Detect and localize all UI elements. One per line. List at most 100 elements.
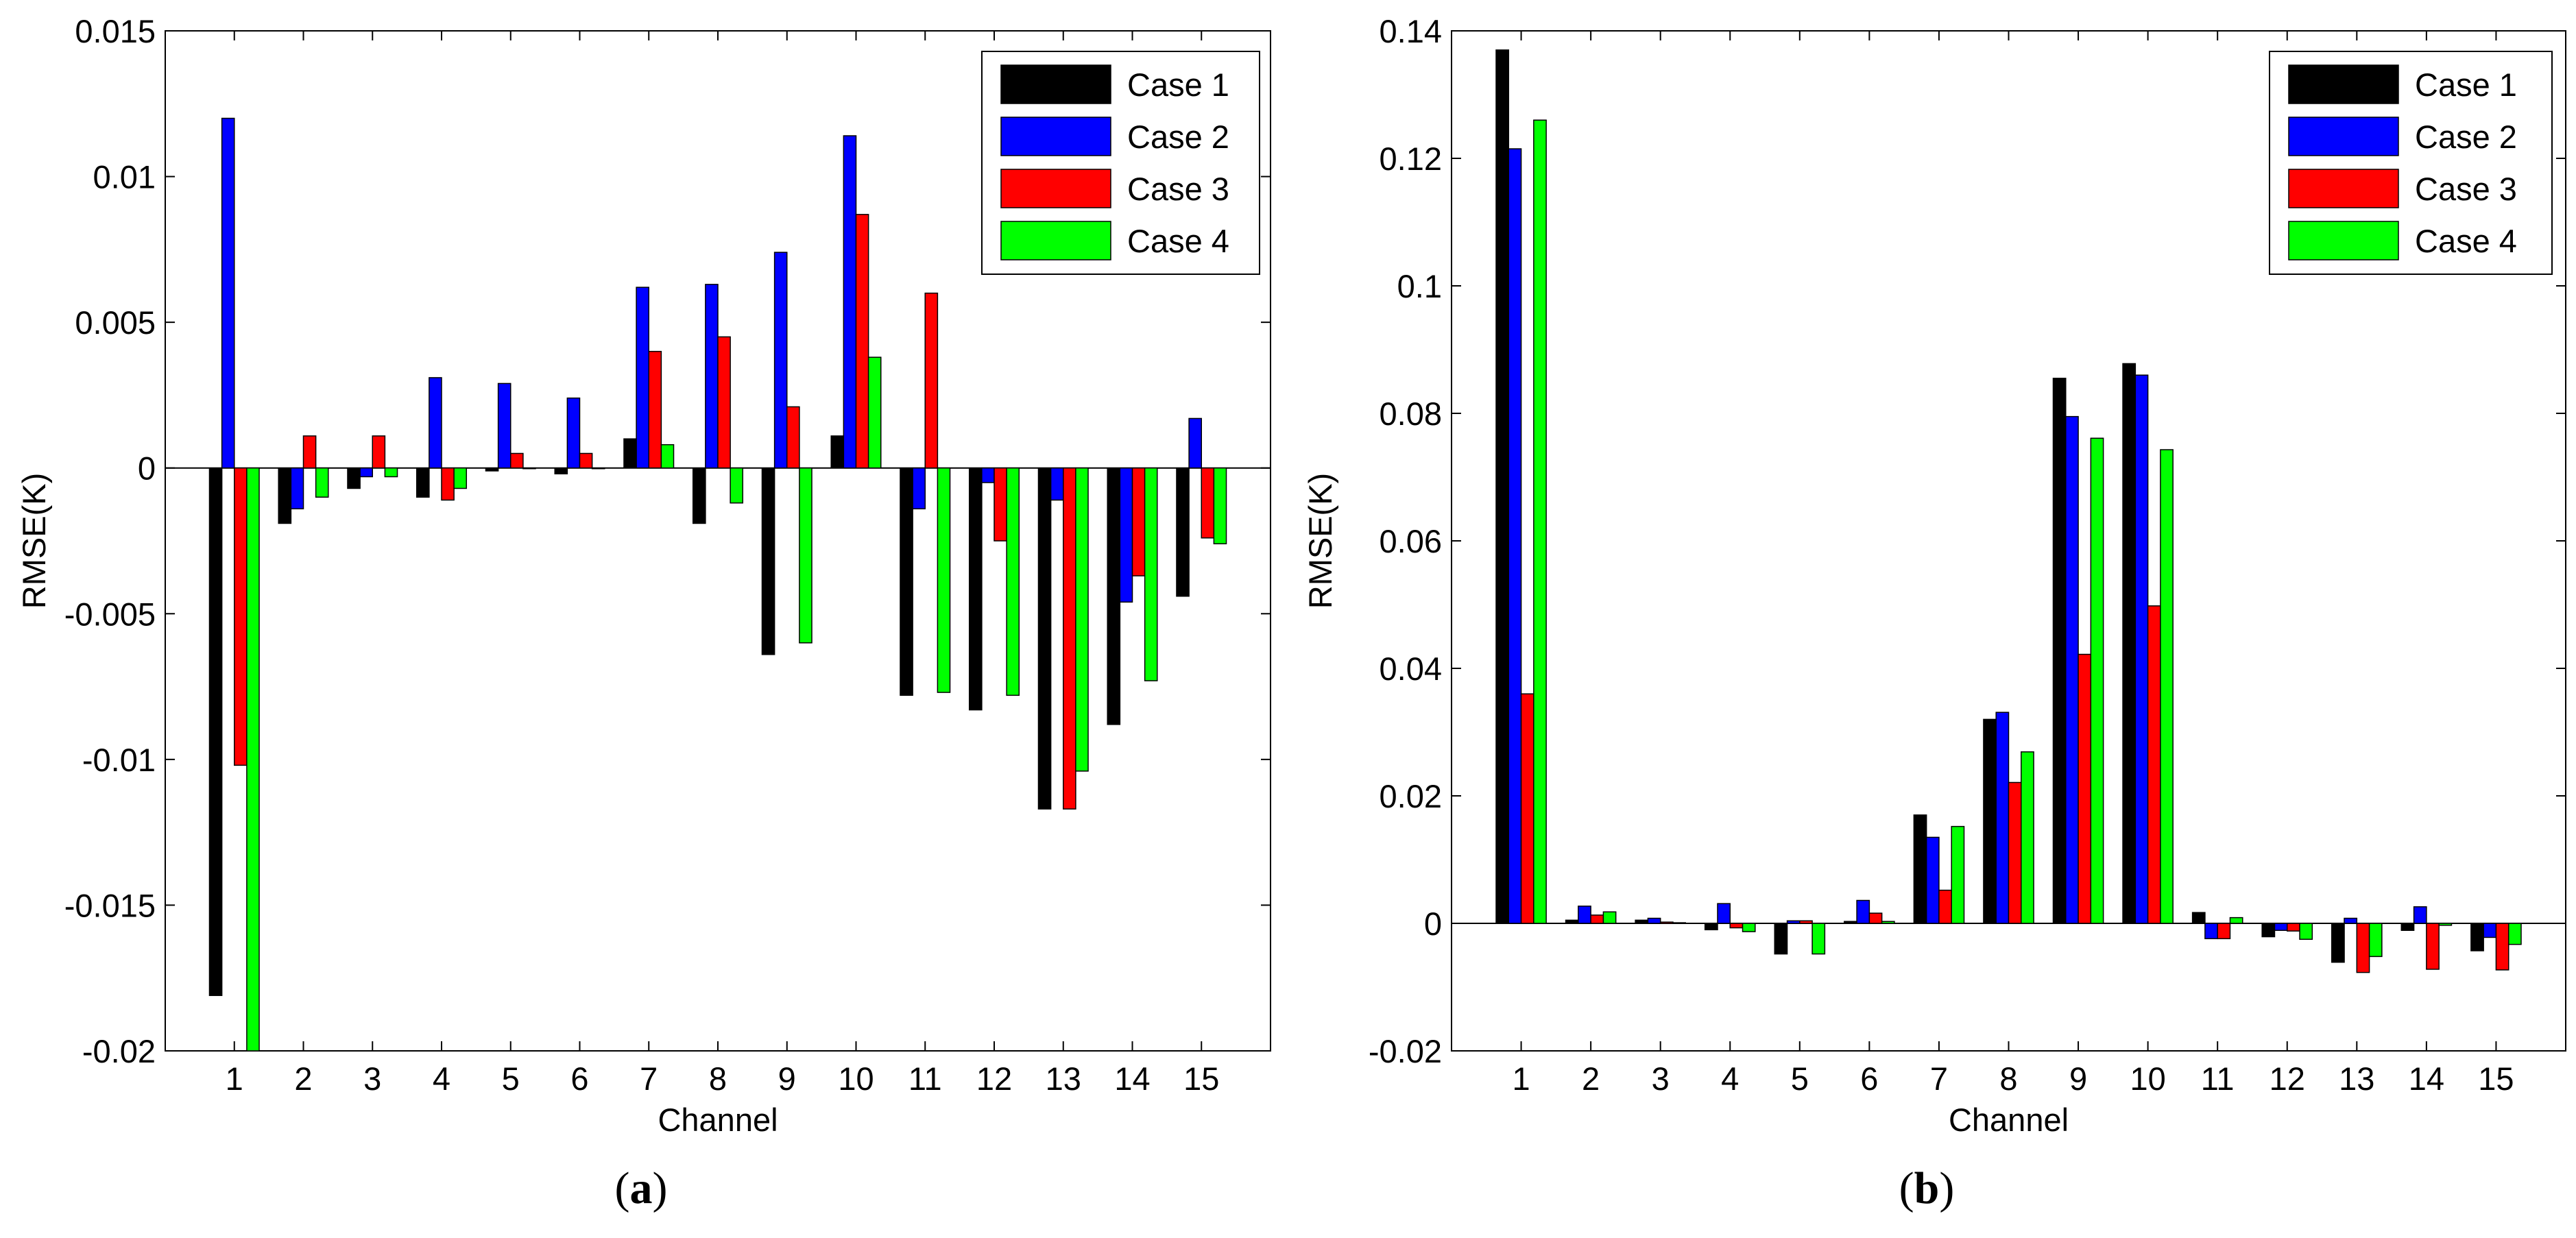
bar — [485, 467, 499, 472]
bar — [1508, 148, 1522, 924]
bar — [2299, 923, 2313, 940]
x-tick-label: 4 — [1721, 1060, 1739, 1097]
bar — [1729, 923, 1744, 929]
bar — [246, 467, 260, 1052]
x-tick-label: 9 — [2069, 1060, 2087, 1097]
bar — [2191, 912, 2206, 924]
y-tick-label: 0.015 — [75, 13, 156, 49]
y-tick-label: 0 — [1424, 906, 1442, 942]
bar — [2368, 923, 2383, 958]
bar — [2470, 923, 2484, 951]
bar — [2008, 781, 2022, 924]
x-tick-label: 12 — [976, 1060, 1012, 1097]
y-tick-label: -0.02 — [82, 1033, 156, 1069]
bar — [1063, 467, 1076, 810]
bar — [497, 383, 511, 469]
bar — [278, 467, 292, 524]
bar — [234, 467, 248, 766]
y-tick-label: 0.005 — [75, 304, 156, 341]
bar — [2021, 751, 2034, 924]
series-case-2 — [221, 117, 1202, 603]
bar — [522, 467, 536, 470]
bar — [2147, 605, 2161, 924]
bar — [1213, 467, 1227, 545]
bar — [1590, 914, 1604, 924]
bar — [799, 467, 812, 644]
bar — [1844, 921, 1857, 924]
bar — [1119, 467, 1133, 603]
x-tick-label: 10 — [838, 1060, 874, 1097]
bar — [705, 284, 719, 469]
bar — [1704, 923, 1718, 931]
x-tick-label: 4 — [433, 1060, 450, 1097]
legend-swatch — [2288, 221, 2399, 260]
bar — [1717, 903, 1731, 924]
legend-label: Case 3 — [2415, 171, 2517, 207]
bar — [1131, 467, 1146, 576]
legend-label: Case 2 — [1127, 119, 1229, 155]
bar — [2483, 923, 2497, 938]
bar — [1520, 693, 1534, 924]
x-tick-label: 7 — [1930, 1060, 1948, 1097]
series-case-3 — [234, 214, 1215, 810]
bar — [1050, 467, 1064, 501]
x-tick-label: 12 — [2270, 1060, 2305, 1097]
bar — [302, 435, 317, 469]
legend-swatch — [2288, 64, 2399, 104]
x-tick-label: 11 — [2201, 1060, 2235, 1097]
legend-label: Case 4 — [1127, 223, 1229, 259]
bar — [786, 406, 800, 469]
bar — [2160, 449, 2174, 924]
panel-caption: (a) — [615, 1163, 668, 1213]
bar — [372, 435, 386, 469]
legend-label: Case 1 — [1127, 66, 1229, 103]
bar — [1925, 836, 1940, 924]
bar — [2065, 415, 2079, 924]
legend-swatch — [1000, 221, 1111, 260]
bar — [843, 135, 857, 469]
bar — [1635, 919, 1649, 924]
bar — [1107, 467, 1121, 725]
bar — [1533, 119, 1547, 924]
bar — [1983, 718, 1997, 924]
bar — [2287, 923, 2300, 932]
bar — [2495, 923, 2509, 971]
y-tick-label: -0.02 — [1369, 1033, 1442, 1069]
bar — [1938, 889, 1952, 924]
bar — [2400, 923, 2415, 931]
y-axis-label: RMSE(K) — [16, 473, 52, 609]
x-tick-label: 10 — [2130, 1060, 2165, 1097]
bar — [1495, 49, 1510, 924]
bar — [2229, 917, 2243, 924]
bar — [221, 117, 235, 469]
x-tick-label: 2 — [294, 1060, 312, 1097]
y-tick-label: 0.06 — [1380, 523, 1442, 559]
x-tick-label: 8 — [1999, 1060, 2017, 1097]
x-tick-label: 15 — [2478, 1060, 2514, 1097]
bar — [208, 467, 223, 996]
y-tick-label: 0.1 — [1397, 268, 1442, 304]
bar — [994, 467, 1007, 542]
legend: Case 1 Case 2 Case 3 Case 4 — [981, 51, 1260, 275]
bar — [773, 252, 788, 469]
bar — [1774, 923, 1788, 955]
x-tick-label: 8 — [709, 1060, 727, 1097]
x-tick-label: 13 — [2339, 1060, 2374, 1097]
bar — [441, 467, 455, 501]
series-case-1 — [208, 435, 1190, 996]
bar — [1075, 467, 1089, 772]
panel-caption: (b) — [1899, 1163, 1955, 1213]
bar — [2261, 923, 2276, 938]
y-tick-label: 0.04 — [1380, 651, 1442, 687]
legend: Case 1 Case 2 Case 3 Case 4 — [2269, 51, 2553, 275]
bar — [566, 397, 581, 469]
bar — [1602, 911, 1617, 924]
bar — [717, 336, 731, 469]
bar — [2078, 653, 2092, 924]
legend-swatch — [2288, 117, 2399, 156]
y-tick-label: 0.14 — [1380, 13, 1442, 49]
bar — [1913, 814, 1927, 924]
bar — [1201, 467, 1215, 539]
bar — [510, 452, 524, 469]
